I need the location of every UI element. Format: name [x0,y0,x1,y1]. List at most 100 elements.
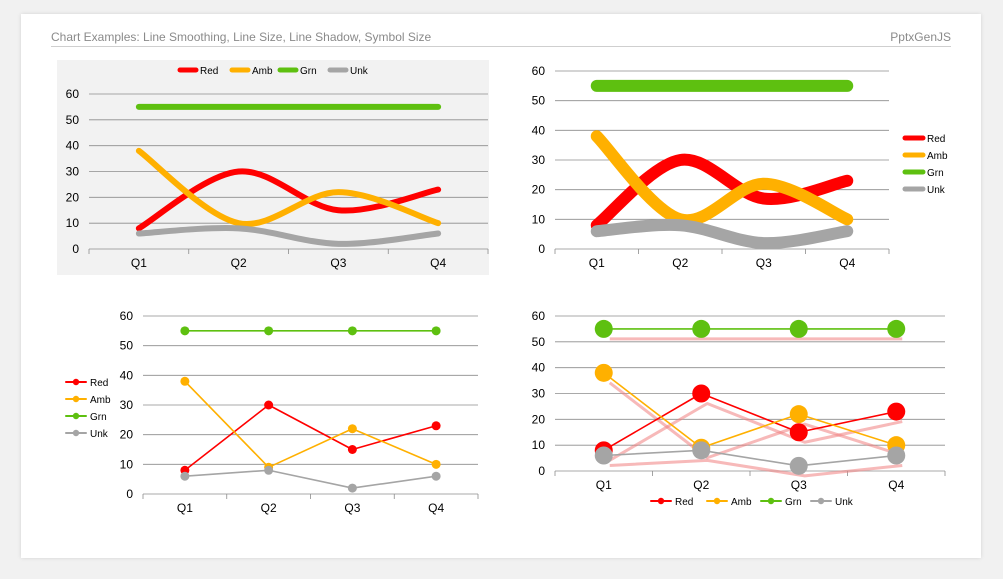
y-tick-label: 60 [66,87,80,101]
y-tick-label: 0 [72,242,79,256]
x-tick-label: Q3 [791,478,807,492]
y-tick-label: 30 [66,165,80,179]
series-shadow [609,458,903,478]
y-tick-label: 20 [120,428,134,442]
series-line-red [135,168,442,232]
data-point-amb [180,376,190,386]
series-line-red [184,404,437,472]
chart-4: 0 10 20 30 40 50 60 Q1 Q2 Q3 Q4 Red Amb Grn Unk [532,309,946,508]
legend-label-amb: Amb [731,497,752,508]
legend-label-grn: Grn [785,497,802,508]
x-tick-label: Q2 [672,256,688,270]
data-point-red [264,400,274,410]
y-tick-label: 10 [532,438,546,452]
series-line-amb [135,147,442,227]
x-tick-label: Q1 [589,256,605,270]
series-line-red [602,392,898,452]
data-point-red [789,423,808,442]
y-tick-label: 0 [126,487,133,501]
y-tick-label: 0 [538,242,545,256]
x-tick-label: Q2 [693,478,709,492]
y-tick-label: 50 [120,339,134,353]
data-point-unk [789,456,808,475]
data-point-grn [347,326,357,336]
legend-label-grn: Grn [300,66,317,77]
chart-1: 0 10 20 30 40 50 60 Q1 Q2 Q3 Q4 Red Amb Grn Unk [57,60,489,275]
legend-label-red: Red [200,66,218,77]
y-tick-label: 40 [120,368,134,382]
data-point-grn [264,326,274,336]
x-tick-label: Q3 [330,256,346,270]
x-tick-label: Q4 [430,256,446,270]
legend-label-grn: Grn [927,168,944,179]
chart-2: 0 10 20 30 40 50 60 Q1 Q2 Q3 Q4 Red Amb Grn Unk [532,64,948,270]
data-point-grn [594,319,613,338]
series-line-unk [184,469,437,489]
legend-marker-red [657,497,665,505]
x-tick-label: Q3 [344,501,360,515]
data-point-unk [431,471,441,481]
legend-label-unk: Unk [835,497,854,508]
y-tick-label: 50 [66,113,80,127]
data-point-unk [180,471,190,481]
y-tick-label: 0 [538,464,545,478]
data-point-unk [264,465,274,475]
x-tick-label: Q1 [596,478,612,492]
legend-label-amb: Amb [927,151,948,162]
legend-marker-grn [767,497,775,505]
x-tick-label: Q4 [428,501,444,515]
data-point-red [692,384,711,403]
x-tick-label: Q1 [131,256,147,270]
legend-marker-red [72,378,80,386]
legend-marker-amb [72,395,80,403]
legend-label-amb: Amb [252,66,273,77]
y-tick-label: 50 [532,94,546,108]
legend-label-unk: Unk [927,185,946,196]
y-tick-label: 30 [532,153,546,167]
legend-label-grn: Grn [90,412,107,423]
data-point-red [431,421,441,431]
data-point-amb [431,459,441,469]
data-point-red [887,402,906,421]
series-line-unk [602,449,898,467]
y-tick-label: 10 [120,457,134,471]
brand-label: PptxGenJS [890,30,951,44]
x-tick-label: Q2 [261,501,277,515]
data-point-grn [789,319,808,338]
y-tick-label: 30 [532,387,546,401]
y-tick-label: 20 [66,190,80,204]
y-tick-label: 60 [120,309,134,323]
data-point-grn [431,326,441,336]
data-point-unk [692,441,711,460]
y-tick-label: 40 [66,139,80,153]
y-tick-label: 40 [532,361,546,375]
legend-marker-unk [72,429,80,437]
legend-label-red: Red [675,497,693,508]
chart-background [57,60,489,275]
series-line-unk [135,225,442,247]
y-tick-label: 50 [532,335,546,349]
series-line-unk [590,218,854,250]
y-tick-label: 40 [532,123,546,137]
y-tick-label: 60 [532,64,546,78]
legend-marker-unk [817,497,825,505]
slide-title: Chart Examples: Line Smoothing, Line Siz… [51,30,432,44]
data-point-grn [692,319,711,338]
y-tick-label: 60 [532,309,546,323]
x-tick-label: Q4 [839,256,855,270]
series-line-amb [602,372,898,449]
y-tick-label: 20 [532,412,546,426]
data-point-unk [887,446,906,465]
series-line-amb [590,130,854,227]
data-point-unk [594,446,613,465]
legend-label-unk: Unk [90,429,109,440]
y-tick-label: 10 [66,216,80,230]
y-tick-label: 30 [120,398,134,412]
x-tick-label: Q4 [888,478,904,492]
series-shadow [608,381,903,460]
legend-marker-amb [713,497,721,505]
x-tick-label: Q3 [756,256,772,270]
data-point-grn [887,319,906,338]
data-point-red [347,445,357,454]
